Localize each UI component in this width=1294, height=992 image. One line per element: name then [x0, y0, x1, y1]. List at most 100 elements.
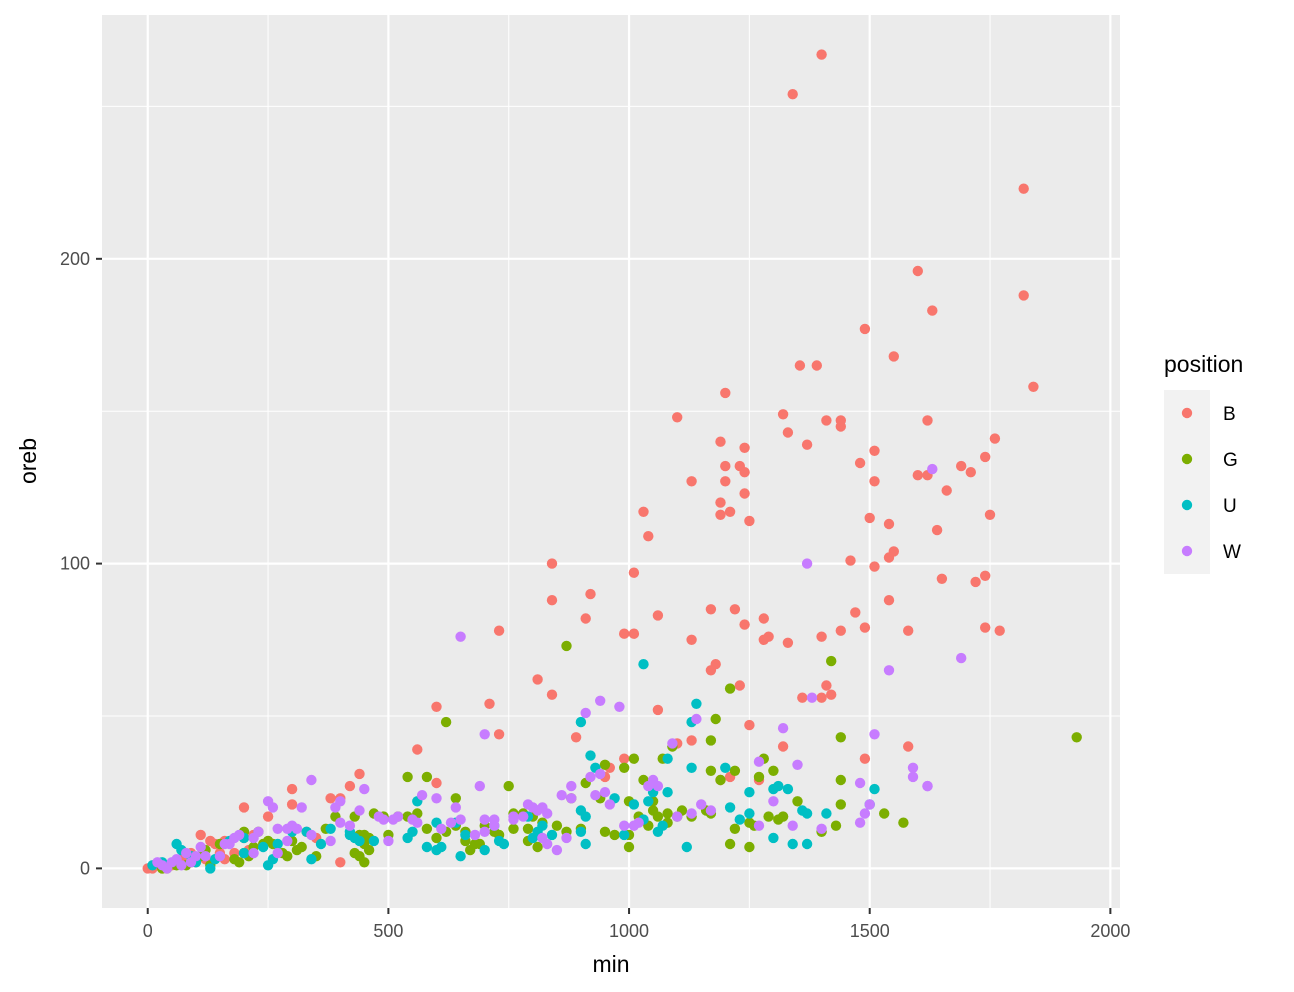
point-W [556, 790, 567, 801]
point-W [859, 808, 871, 819]
point-U [498, 838, 510, 850]
point-B [628, 567, 640, 578]
point-B [970, 576, 981, 588]
point-B [777, 409, 789, 420]
point-W [922, 780, 933, 792]
point-B [1018, 183, 1029, 194]
point-W [445, 817, 457, 828]
point-W [248, 832, 259, 844]
point-W [614, 701, 625, 712]
point-B [262, 811, 274, 822]
point-B [869, 476, 880, 487]
point-B [628, 628, 640, 639]
point-U [801, 838, 813, 850]
point-B [585, 588, 596, 600]
point-W [479, 814, 490, 825]
point-B [715, 497, 726, 508]
x-tick-label: 500 [373, 921, 403, 941]
point-B [325, 793, 336, 804]
point-B [493, 625, 505, 636]
point-U [205, 863, 216, 874]
point-B [850, 607, 861, 618]
point-W [551, 844, 563, 856]
point-B [903, 741, 914, 752]
point-G [729, 823, 741, 834]
point-W [590, 790, 601, 801]
point-U [325, 823, 336, 834]
point-W [335, 796, 346, 807]
point-B [344, 780, 356, 792]
point-B [826, 689, 837, 700]
point-G [465, 844, 476, 856]
point-W [566, 780, 577, 792]
point-B [797, 692, 808, 703]
point-G [753, 771, 765, 783]
point-W [542, 838, 553, 850]
point-G [522, 823, 534, 834]
point-U [258, 841, 269, 853]
point-B [816, 49, 827, 60]
point-U [306, 854, 317, 865]
point-B [859, 622, 871, 633]
point-B [912, 470, 923, 481]
point-W [806, 692, 818, 703]
point-B [431, 701, 442, 712]
legend-key-U [1181, 499, 1193, 511]
point-G [503, 780, 514, 792]
point-B [739, 467, 750, 478]
point-W [306, 774, 317, 786]
point-W [768, 796, 779, 807]
point-U [782, 783, 794, 795]
point-U [368, 835, 380, 847]
point-B [715, 436, 726, 447]
point-G [652, 811, 664, 822]
point-U [801, 808, 813, 819]
point-B [354, 768, 365, 780]
point-B [286, 783, 298, 795]
point-B [1018, 290, 1029, 301]
point-G [619, 762, 630, 773]
point-W [753, 756, 765, 767]
point-B [912, 265, 923, 277]
x-tick-label: 0 [143, 921, 153, 941]
point-W [354, 805, 365, 816]
point-B [729, 604, 741, 615]
point-W [378, 814, 389, 825]
point-B [859, 323, 871, 335]
point-B [922, 415, 933, 426]
point-B [821, 680, 832, 691]
point-W [864, 799, 875, 810]
point-G [623, 841, 635, 853]
point-B [744, 515, 755, 527]
point-B [686, 735, 697, 746]
point-B [777, 741, 789, 752]
point-G [830, 820, 842, 831]
point-G [835, 732, 846, 743]
point-B [883, 552, 895, 563]
point-B [734, 680, 745, 691]
point-B [782, 427, 794, 438]
point-B [758, 613, 769, 624]
point-B [195, 829, 206, 841]
point-W [801, 558, 813, 569]
point-G [705, 765, 717, 776]
point-U [238, 847, 250, 859]
point-U [628, 799, 640, 810]
point-U [662, 753, 673, 764]
point-B [816, 692, 827, 703]
point-W [705, 805, 717, 816]
point-B [758, 634, 769, 645]
point-U [575, 716, 587, 728]
point-B [980, 570, 991, 581]
point-B [335, 857, 346, 868]
point-W [450, 802, 461, 813]
point-W [272, 823, 283, 834]
point-B [883, 518, 895, 530]
point-U [724, 802, 736, 813]
point-W [907, 771, 919, 783]
point-B [835, 625, 846, 636]
point-W [436, 823, 447, 834]
point-W [344, 820, 356, 831]
legend: position B G U W [1164, 351, 1243, 574]
